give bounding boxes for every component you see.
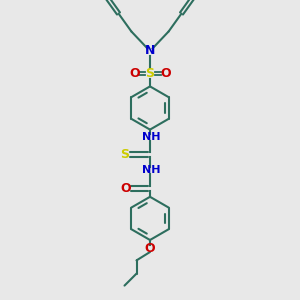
- Text: O: O: [145, 242, 155, 255]
- Text: NH: NH: [142, 132, 161, 142]
- Text: N: N: [145, 44, 155, 58]
- Text: S: S: [146, 67, 154, 80]
- Text: S: S: [120, 148, 129, 161]
- Text: O: O: [120, 182, 131, 195]
- Text: NH: NH: [142, 165, 161, 176]
- Text: O: O: [129, 67, 140, 80]
- Text: O: O: [160, 67, 171, 80]
